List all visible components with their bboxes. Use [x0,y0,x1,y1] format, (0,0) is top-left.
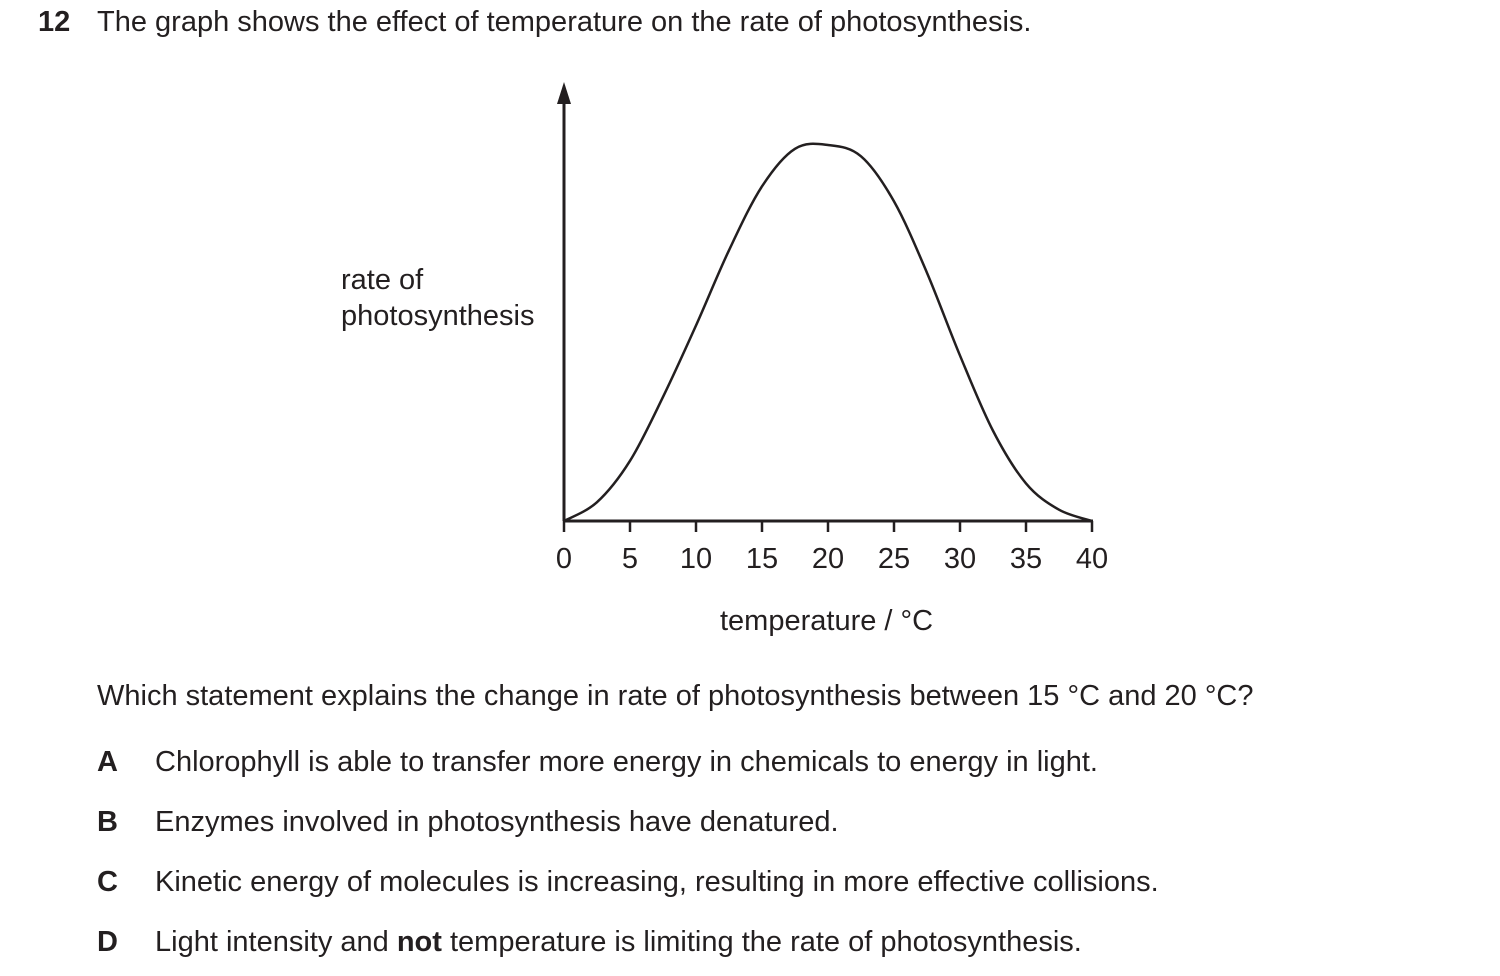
option-d-text-before: Light intensity and [155,926,397,958]
x-axis-label: temperature / °C [720,605,934,637]
option-d-letter: D [97,926,118,958]
x-tick-label-35: 35 [1010,543,1042,575]
option-c[interactable]: C Kinetic energy of molecules is increasi… [97,866,1159,899]
x-tick-label-10: 10 [680,543,712,575]
x-tick-label-25: 25 [878,543,910,575]
option-c-text: Kinetic energy of molecules is increasin… [155,866,1159,898]
x-tick-label-20: 20 [812,543,844,575]
y-axis-label: rate of photosynthesis [341,262,534,334]
chart-axes [557,82,1093,523]
x-tick-label-0: 0 [556,543,572,575]
option-d-text-after: temperature is limiting the rate of phot… [441,926,1082,958]
option-c-letter: C [97,866,118,898]
y-axis-arrow [557,82,571,104]
option-d-text-bold: not [396,926,442,958]
y-axis-label-line2: photosynthesis [341,300,535,332]
question-prompt: Which statement explains the change in r… [97,680,1254,712]
option-b[interactable]: B Enzymes involved in photosynthesis have… [97,806,839,839]
option-a[interactable]: A Chlorophyll is able to transfer more en… [97,746,1098,779]
question-stem: The graph shows the effect of temperatur… [97,6,1032,38]
x-tick-label-15: 15 [746,543,778,575]
option-a-letter: A [97,746,118,778]
x-tick-label-5: 5 [622,543,638,575]
option-b-letter: B [97,806,118,838]
question-number: 12 [38,6,71,38]
option-a-text: Chlorophyll is able to transfer more ene… [155,746,1098,778]
x-tick-label-30: 30 [944,543,976,575]
x-axis-ticks: 0 5 10 15 20 25 30 35 40 [556,521,1108,575]
photosynthesis-chart: 0 5 10 15 20 25 30 35 40 [556,82,1108,575]
x-tick-label-40: 40 [1076,543,1108,575]
chart-series [563,142,1093,523]
rate-curve [563,142,1093,523]
option-b-text: Enzymes involved in photosynthesis have … [155,806,839,838]
y-axis-label-line1: rate of [341,264,424,296]
option-d[interactable]: D Light intensity and not temperature is … [97,926,1082,959]
